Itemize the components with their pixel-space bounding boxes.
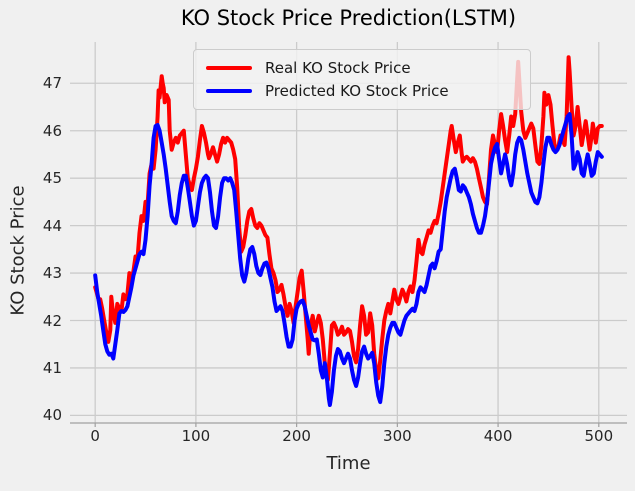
y-tick-label: 43 bbox=[42, 264, 62, 283]
x-tick-label: 300 bbox=[383, 427, 412, 445]
y-tick-label: 45 bbox=[42, 169, 62, 188]
y-tick-label: 42 bbox=[42, 311, 62, 330]
predicted-line-swatch bbox=[206, 88, 252, 93]
y-tick-label: 40 bbox=[42, 406, 62, 425]
x-tick-label: 200 bbox=[282, 427, 311, 445]
real-line-swatch bbox=[206, 66, 252, 71]
chart-title: KO Stock Price Prediction(LSTM) bbox=[180, 6, 517, 30]
x-axis-label: Time bbox=[326, 453, 371, 474]
legend-label-real: Real KO Stock Price bbox=[265, 59, 411, 78]
y-tick-label: 47 bbox=[42, 74, 62, 93]
y-tick-label: 44 bbox=[42, 216, 62, 235]
legend-item-real: Real KO Stock Price bbox=[206, 57, 518, 80]
x-tick-label: 500 bbox=[584, 427, 614, 445]
legend-item-predicted: Predicted KO Stock Price bbox=[206, 80, 518, 103]
y-tick-label: 41 bbox=[42, 358, 62, 377]
y-axis-label: KO Stock Price bbox=[7, 185, 29, 316]
x-tick-label: 100 bbox=[181, 427, 211, 445]
x-tick-label: 400 bbox=[483, 427, 513, 445]
legend-label-predicted: Predicted KO Stock Price bbox=[265, 81, 449, 100]
x-tick-label: 0 bbox=[90, 427, 100, 445]
y-tick-label: 46 bbox=[42, 121, 62, 140]
predicted-price-line bbox=[93, 112, 604, 407]
legend: Real KO Stock Price Predicted KO Stock P… bbox=[193, 49, 531, 110]
